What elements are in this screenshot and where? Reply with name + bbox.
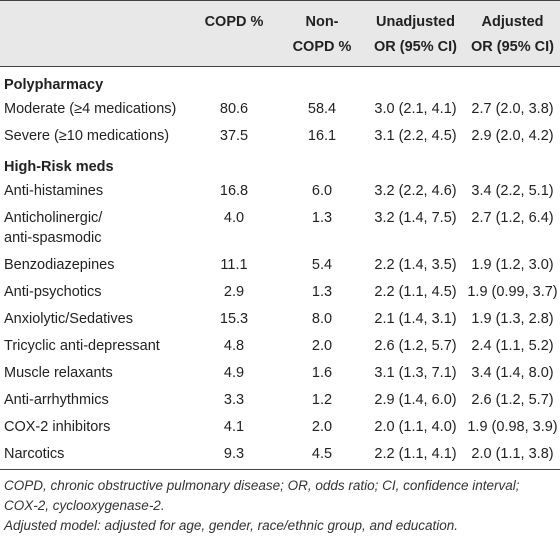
- cell-noncopd: 1.6: [311, 365, 333, 381]
- row-label-line2: anti-spasmodic: [4, 230, 102, 246]
- table-row: Anti-arrhythmics 3.3 1.2 2.9 (1.4, 6.0) …: [0, 388, 560, 415]
- cell-unadjusted: 2.0 (1.1, 4.0): [374, 419, 457, 435]
- cell-noncopd: 58.4: [307, 101, 337, 117]
- table-row: Anxiolytic/Sedatives 15.3 8.0 2.1 (1.4, …: [0, 307, 560, 334]
- cell-unadjusted: 2.9 (1.4, 6.0): [374, 392, 457, 408]
- cell-copd: 80.6: [219, 101, 249, 117]
- footnote-adjusted-model: Adjusted model: adjusted for age, gender…: [4, 517, 459, 533]
- cell-noncopd: 2.0: [311, 419, 333, 435]
- cell-copd: 4.1: [223, 419, 245, 435]
- cell-adjusted: 1.9 (0.99, 3.7): [467, 284, 558, 300]
- row-label: Anxiolytic/Sedatives: [4, 311, 133, 327]
- cell-noncopd: 1.3: [311, 210, 333, 226]
- cell-noncopd: 16.1: [307, 128, 337, 144]
- header-adjusted-line2: OR (95% CI): [471, 39, 554, 55]
- header-unadjusted: Unadjusted OR (95% CI): [366, 1, 463, 67]
- section-row-polypharmacy: Polypharmacy: [0, 67, 560, 98]
- row-label: Anti-histamines: [4, 183, 104, 199]
- header-adjusted: Adjusted OR (95% CI): [463, 1, 560, 67]
- row-label: Anti-arrhythmics: [4, 392, 109, 408]
- table-row: Benzodiazepines 11.1 5.4 2.2 (1.4, 3.5) …: [0, 253, 560, 280]
- section-title: High-Risk meds: [4, 159, 114, 175]
- cell-copd: 3.3: [223, 392, 245, 408]
- cell-unadjusted: 2.2 (1.1, 4.1): [374, 446, 457, 462]
- cell-unadjusted: 3.1 (2.2, 4.5): [374, 128, 457, 144]
- footnote-abbreviations: COPD, chronic obstructive pulmonary dise…: [4, 477, 520, 513]
- table-body: Polypharmacy Moderate (≥4 medications) 8…: [0, 67, 560, 469]
- cell-noncopd: 8.0: [311, 311, 333, 327]
- row-label: Tricyclic anti-depressant: [4, 338, 160, 354]
- row-label: Anti-psychotics: [4, 284, 102, 300]
- table-row: Anticholinergic/ anti-spasmodic 4.0 1.3 …: [0, 206, 560, 253]
- cell-copd: 4.8: [223, 338, 245, 354]
- cell-unadjusted: 2.2 (1.1, 4.5): [374, 284, 457, 300]
- row-label: Severe (≥10 medications): [4, 128, 170, 144]
- cell-unadjusted: 2.6 (1.2, 5.7): [374, 338, 457, 354]
- cell-adjusted: 2.7 (2.0, 3.8): [471, 101, 554, 117]
- section-row-high-risk-meds: High-Risk meds: [0, 151, 560, 179]
- cell-noncopd: 5.4: [311, 257, 333, 273]
- cell-adjusted: 2.0 (1.1, 3.8): [471, 446, 554, 462]
- header-unadjusted-line2: OR (95% CI): [374, 39, 457, 55]
- header-noncopd-line2: COPD %: [292, 39, 352, 55]
- cell-adjusted: 3.4 (1.4, 8.0): [471, 365, 554, 381]
- cell-copd: 37.5: [219, 128, 249, 144]
- cell-unadjusted: 3.2 (1.4, 7.5): [374, 210, 457, 226]
- table-header: COPD % Non- COPD % Unadjusted OR (95% CI…: [0, 0, 560, 67]
- cell-noncopd: 4.5: [311, 446, 333, 462]
- row-label: Anticholinergic/ anti-spasmodic: [0, 206, 190, 253]
- table-row: Severe (≥10 medications) 37.5 16.1 3.1 (…: [0, 124, 560, 151]
- cell-unadjusted: 3.2 (2.2, 4.6): [374, 183, 457, 199]
- cell-copd: 4.0: [223, 210, 245, 226]
- cell-unadjusted: 2.2 (1.4, 3.5): [374, 257, 457, 273]
- cell-copd: 16.8: [219, 183, 249, 199]
- row-label: Narcotics: [4, 446, 65, 462]
- cell-adjusted: 1.9 (1.2, 3.0): [471, 257, 554, 273]
- cell-unadjusted: 3.1 (1.3, 7.1): [374, 365, 457, 381]
- header-blank: [0, 1, 190, 67]
- cell-copd: 15.3: [219, 311, 249, 327]
- table-row: Anti-psychotics 2.9 1.3 2.2 (1.1, 4.5) 1…: [0, 280, 560, 307]
- cell-adjusted: 2.7 (1.2, 6.4): [471, 210, 554, 226]
- cell-adjusted: 2.9 (2.0, 4.2): [471, 128, 554, 144]
- header-unadjusted-line1: Unadjusted: [376, 14, 455, 30]
- header-noncopd-line1: Non-: [305, 14, 339, 30]
- cell-unadjusted: 2.1 (1.4, 3.1): [374, 311, 457, 327]
- row-label: Benzodiazepines: [4, 257, 115, 273]
- cell-copd: 2.9: [223, 284, 245, 300]
- row-label: Moderate (≥4 medications): [4, 101, 177, 117]
- cell-adjusted: 1.9 (0.98, 3.9): [467, 419, 558, 435]
- header-adjusted-line1: Adjusted: [481, 14, 544, 30]
- header-copd: COPD %: [190, 1, 276, 67]
- row-label: COX-2 inhibitors: [4, 419, 111, 435]
- data-table: COPD % Non- COPD % Unadjusted OR (95% CI…: [0, 0, 560, 469]
- cell-copd: 9.3: [223, 446, 245, 462]
- table-row: Moderate (≥4 medications) 80.6 58.4 3.0 …: [0, 97, 560, 124]
- table-row: Tricyclic anti-depressant 4.8 2.0 2.6 (1…: [0, 334, 560, 361]
- cell-noncopd: 6.0: [311, 183, 333, 199]
- cell-noncopd: 2.0: [311, 338, 333, 354]
- header-noncopd: Non- COPD %: [276, 1, 366, 67]
- cell-copd: 11.1: [220, 257, 248, 273]
- table-container: COPD % Non- COPD % Unadjusted OR (95% CI…: [0, 0, 560, 536]
- table-row: Muscle relaxants 4.9 1.6 3.1 (1.3, 7.1) …: [0, 361, 560, 388]
- cell-copd: 4.9: [223, 365, 245, 381]
- cell-noncopd: 1.2: [311, 392, 333, 408]
- cell-adjusted: 3.4 (2.2, 5.1): [471, 183, 554, 199]
- row-label: Muscle relaxants: [4, 365, 113, 381]
- cell-unadjusted: 3.0 (2.1, 4.1): [374, 101, 457, 117]
- table-row: Narcotics 9.3 4.5 2.2 (1.1, 4.1) 2.0 (1.…: [0, 442, 560, 469]
- header-copd-label: COPD %: [204, 14, 264, 30]
- row-label-line1: Anticholinergic/: [4, 210, 103, 226]
- table-footnotes: COPD, chronic obstructive pulmonary dise…: [0, 470, 560, 536]
- cell-noncopd: 1.3: [311, 284, 333, 300]
- section-title: Polypharmacy: [4, 77, 104, 93]
- cell-adjusted: 2.4 (1.1, 5.2): [471, 338, 554, 354]
- cell-adjusted: 1.9 (1.3, 2.8): [471, 311, 554, 327]
- table-row: Anti-histamines 16.8 6.0 3.2 (2.2, 4.6) …: [0, 179, 560, 206]
- cell-adjusted: 2.6 (1.2, 5.7): [471, 392, 554, 408]
- table-row: COX-2 inhibitors 4.1 2.0 2.0 (1.1, 4.0) …: [0, 415, 560, 442]
